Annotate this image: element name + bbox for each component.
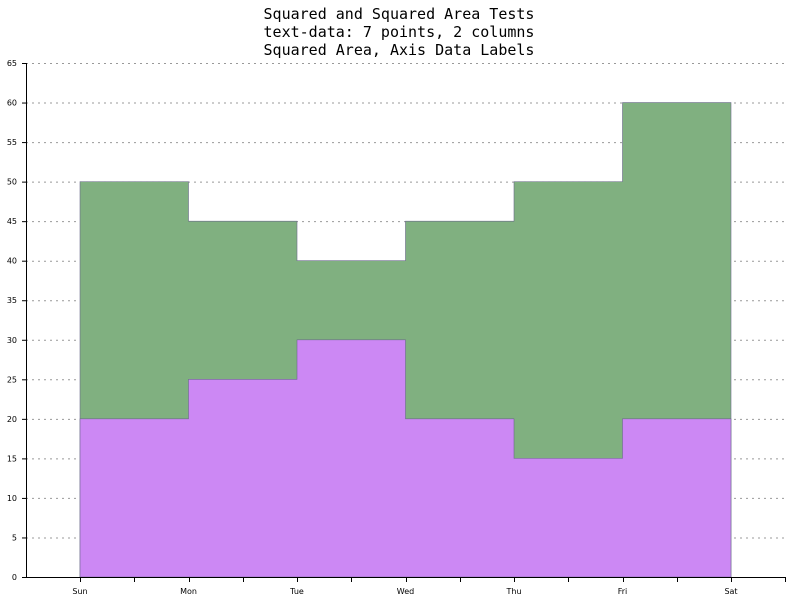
y-tick-label: 50: [7, 178, 17, 187]
y-tick-label: 60: [7, 99, 17, 108]
chart-title-line-1: Squared and Squared Area Tests: [264, 5, 535, 23]
chart-title-line-2: text-data: 7 points, 2 columns: [264, 23, 535, 41]
x-tick-label: Mon: [180, 587, 197, 596]
x-tick-label: Tue: [289, 587, 304, 596]
y-tick-label: 40: [7, 257, 17, 266]
x-tick-label: Sun: [72, 587, 87, 596]
y-tick-label: 35: [7, 296, 17, 305]
chart-title-line-3: Squared Area, Axis Data Labels: [264, 41, 535, 59]
y-tick-label: 0: [12, 573, 17, 582]
x-tick-label: Wed: [397, 587, 414, 596]
y-tick-label: 25: [7, 375, 17, 384]
y-tick-label: 10: [7, 494, 17, 503]
area-series-2: [79, 339, 732, 578]
plot-areas: [79, 102, 732, 578]
y-tick-label: 55: [7, 138, 17, 147]
y-tick-label: 20: [7, 415, 17, 424]
y-tick-label: 45: [7, 217, 17, 226]
x-tick-labels: Sun Mon Tue Wed Thu Fri Sat: [72, 587, 737, 596]
x-tick-label: Thu: [505, 587, 521, 596]
axes: [22, 63, 786, 582]
x-tick-label: Fri: [618, 587, 628, 596]
y-tick-label: 30: [7, 336, 17, 345]
y-tick-label: 15: [7, 454, 17, 463]
x-tick-label: Sat: [724, 587, 737, 596]
y-tick-label: 5: [12, 533, 17, 542]
y-tick-labels: 0 5 10 15 20 25 30 35 40 45 50 55 60 65: [7, 59, 17, 582]
y-tick-label: 65: [7, 59, 17, 68]
